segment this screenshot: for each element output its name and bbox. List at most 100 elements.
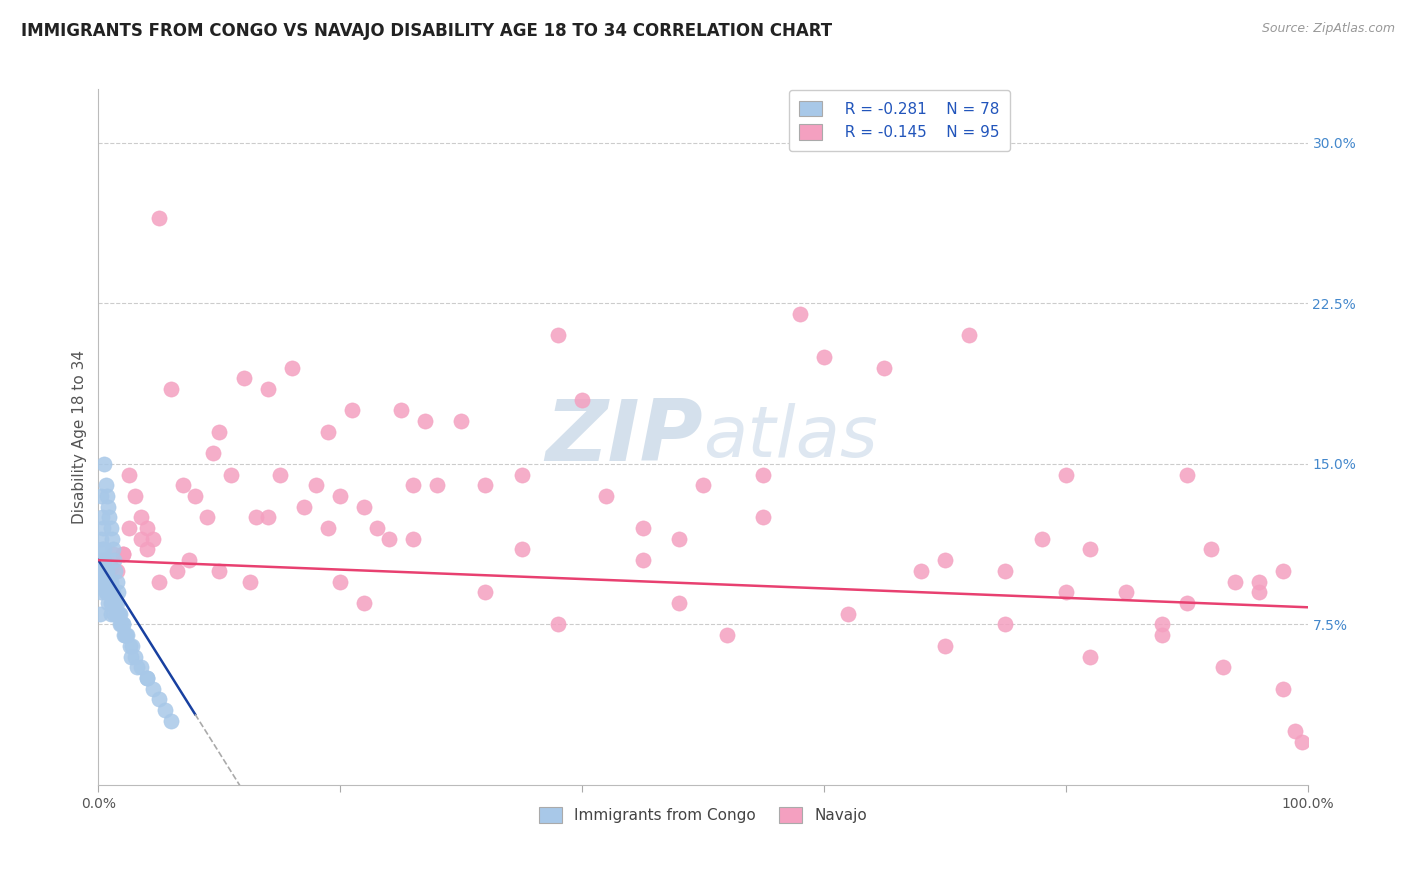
Point	[994, 564, 1017, 578]
Point	[93, 553, 115, 567]
Point	[135, 542, 157, 557]
Point	[135, 671, 157, 685]
Point	[111, 617, 134, 632]
Point	[129, 510, 152, 524]
Point	[668, 596, 690, 610]
Point	[510, 542, 533, 557]
Point	[1249, 574, 1271, 589]
Point	[316, 425, 339, 439]
Point	[98, 574, 121, 589]
Point	[910, 564, 932, 578]
Point	[120, 649, 142, 664]
Point	[366, 521, 388, 535]
Point	[135, 521, 157, 535]
Text: Source: ZipAtlas.com: Source: ZipAtlas.com	[1261, 22, 1395, 36]
Point	[105, 607, 128, 621]
Text: atlas: atlas	[703, 402, 877, 472]
Point	[789, 307, 811, 321]
Point	[94, 585, 117, 599]
Point	[108, 607, 131, 621]
Point	[129, 660, 152, 674]
Point	[329, 489, 352, 503]
Point	[752, 510, 775, 524]
Point	[547, 617, 569, 632]
Point	[342, 403, 364, 417]
Point	[94, 478, 117, 492]
Point	[127, 660, 149, 674]
Point	[97, 500, 120, 514]
Point	[100, 607, 122, 621]
Point	[91, 521, 114, 535]
Point	[692, 478, 714, 492]
Point	[232, 371, 254, 385]
Point	[1291, 735, 1313, 749]
Point	[873, 360, 896, 375]
Point	[91, 542, 114, 557]
Point	[595, 489, 617, 503]
Point	[1115, 585, 1137, 599]
Point	[571, 392, 593, 407]
Point	[316, 521, 339, 535]
Point	[172, 478, 194, 492]
Point	[104, 596, 127, 610]
Point	[105, 564, 128, 578]
Point	[96, 574, 118, 589]
Point	[631, 521, 654, 535]
Point	[1078, 542, 1101, 557]
Point	[934, 639, 956, 653]
Point	[547, 328, 569, 343]
Point	[114, 628, 136, 642]
Point	[91, 553, 114, 567]
Point	[994, 617, 1017, 632]
Point	[91, 510, 114, 524]
Point	[96, 585, 118, 599]
Point	[813, 350, 835, 364]
Point	[96, 489, 118, 503]
Point	[100, 596, 122, 610]
Point	[389, 403, 412, 417]
Point	[118, 521, 141, 535]
Point	[98, 510, 121, 524]
Point	[124, 649, 146, 664]
Point	[329, 574, 352, 589]
Point	[377, 532, 399, 546]
Point	[1223, 574, 1246, 589]
Point	[111, 547, 134, 561]
Point	[353, 500, 375, 514]
Point	[100, 585, 122, 599]
Point	[108, 617, 131, 632]
Point	[1152, 617, 1174, 632]
Point	[142, 532, 165, 546]
Point	[91, 564, 114, 578]
Point	[98, 585, 121, 599]
Legend: Immigrants from Congo, Navajo: Immigrants from Congo, Navajo	[533, 801, 873, 830]
Point	[111, 547, 134, 561]
Point	[305, 478, 328, 492]
Point	[837, 607, 859, 621]
Point	[110, 617, 132, 632]
Point	[93, 564, 115, 578]
Point	[1175, 467, 1198, 482]
Point	[91, 574, 114, 589]
Point	[934, 553, 956, 567]
Point	[91, 553, 114, 567]
Point	[239, 574, 262, 589]
Point	[115, 628, 138, 642]
Point	[91, 564, 114, 578]
Point	[1249, 585, 1271, 599]
Point	[103, 607, 125, 621]
Point	[631, 553, 654, 567]
Point	[148, 574, 170, 589]
Point	[160, 382, 183, 396]
Point	[118, 639, 141, 653]
Text: ZIP: ZIP	[546, 395, 703, 479]
Point	[269, 467, 291, 482]
Point	[124, 489, 146, 503]
Point	[353, 596, 375, 610]
Point	[166, 564, 188, 578]
Point	[1078, 649, 1101, 664]
Text: IMMIGRANTS FROM CONGO VS NAVAJO DISABILITY AGE 18 TO 34 CORRELATION CHART: IMMIGRANTS FROM CONGO VS NAVAJO DISABILI…	[21, 22, 832, 40]
Point	[117, 628, 139, 642]
Point	[90, 585, 112, 599]
Point	[101, 596, 124, 610]
